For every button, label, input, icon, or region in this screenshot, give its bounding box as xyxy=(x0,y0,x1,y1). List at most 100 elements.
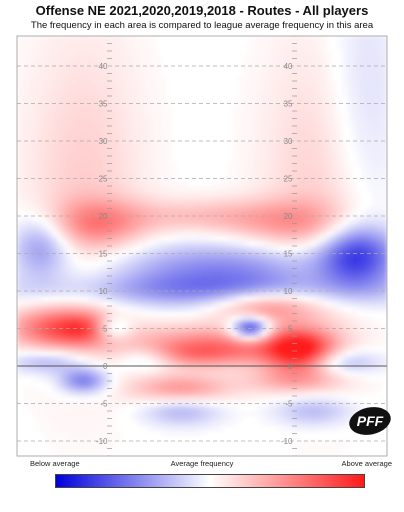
heat-cell xyxy=(287,361,293,367)
heat-cell xyxy=(187,231,193,237)
heat-cell xyxy=(327,66,333,72)
heat-cell xyxy=(157,146,163,152)
heat-cell xyxy=(352,336,358,342)
heat-cell xyxy=(362,76,368,82)
heat-cell xyxy=(92,416,98,422)
heat-cell xyxy=(17,166,23,172)
heat-cell xyxy=(87,231,93,237)
heat-cell xyxy=(82,46,88,52)
heat-cell xyxy=(137,171,143,177)
heat-cell xyxy=(77,451,83,456)
heat-cell xyxy=(267,171,273,177)
heat-cell xyxy=(177,266,183,272)
heat-cell xyxy=(217,356,223,362)
heat-cell xyxy=(347,381,353,387)
heat-cell xyxy=(312,291,318,297)
heat-cell xyxy=(87,441,93,447)
heat-cell xyxy=(247,181,253,187)
heat-cell xyxy=(182,271,188,277)
heat-cell xyxy=(132,81,138,87)
heat-cell xyxy=(137,46,143,52)
heat-cell xyxy=(107,141,113,147)
heat-cell xyxy=(342,361,348,367)
heat-cell xyxy=(357,226,363,232)
heat-cell xyxy=(267,396,273,402)
heat-cell xyxy=(27,371,33,377)
heat-cell xyxy=(322,121,328,127)
heat-cell xyxy=(207,371,213,377)
heat-cell xyxy=(72,151,78,157)
heat-cell xyxy=(247,236,253,242)
heat-cell xyxy=(117,371,123,377)
heat-cell xyxy=(167,136,173,142)
heat-cell xyxy=(187,421,193,427)
heat-cell xyxy=(247,46,253,52)
heat-cell xyxy=(307,141,313,147)
heat-cell xyxy=(337,196,343,202)
heat-cell xyxy=(92,341,98,347)
heat-cell xyxy=(327,366,333,372)
heat-cell xyxy=(122,126,128,132)
heat-cell xyxy=(67,66,73,72)
heat-cell xyxy=(272,386,278,392)
heat-cell xyxy=(207,361,213,367)
heat-cell xyxy=(337,421,343,427)
heat-cell xyxy=(117,406,123,412)
heat-cell xyxy=(207,226,213,232)
heat-cell xyxy=(137,406,143,412)
heat-cell xyxy=(362,366,368,372)
heat-cell xyxy=(32,416,38,422)
heat-cell xyxy=(222,366,228,372)
heat-cell xyxy=(72,46,78,52)
heat-cell xyxy=(112,136,118,142)
heat-cell xyxy=(67,411,73,417)
heat-cell xyxy=(142,121,148,127)
heat-cell xyxy=(32,396,38,402)
heat-cell xyxy=(42,356,48,362)
heat-cell xyxy=(132,241,138,247)
heat-cell xyxy=(327,216,333,222)
heat-cell xyxy=(72,71,78,77)
heat-cell xyxy=(282,386,288,392)
heat-cell xyxy=(357,356,363,362)
heat-cell xyxy=(137,41,143,47)
heat-cell xyxy=(347,116,353,122)
heat-cell xyxy=(237,331,243,337)
heat-cell xyxy=(297,126,303,132)
heat-cell xyxy=(357,296,363,302)
heat-cell xyxy=(247,171,253,177)
heat-cell xyxy=(152,141,158,147)
heat-cell xyxy=(322,66,328,72)
heat-cell xyxy=(167,281,173,287)
heat-cell xyxy=(97,131,103,137)
heat-cell xyxy=(22,221,28,227)
heat-cell xyxy=(112,121,118,127)
heat-cell xyxy=(297,166,303,172)
heat-cell xyxy=(287,291,293,297)
heat-cell xyxy=(137,51,143,57)
heat-cell xyxy=(87,256,93,262)
heat-cell xyxy=(322,111,328,117)
heat-cell xyxy=(37,211,43,217)
heat-cell xyxy=(272,161,278,167)
heat-cell xyxy=(282,161,288,167)
heat-cell xyxy=(37,111,43,117)
heat-cell xyxy=(297,411,303,417)
heat-cell xyxy=(107,381,113,387)
heat-cell xyxy=(87,436,93,442)
heat-cell xyxy=(152,151,158,157)
heat-cell xyxy=(262,301,268,307)
heat-cell xyxy=(167,391,173,397)
heat-cell xyxy=(97,436,103,442)
heat-cell xyxy=(172,276,178,282)
heat-cell xyxy=(192,296,198,302)
heat-cell xyxy=(82,401,88,407)
heat-cell xyxy=(362,251,368,257)
heat-cell xyxy=(77,216,83,222)
heat-cell xyxy=(142,376,148,382)
heat-cell xyxy=(177,406,183,412)
heat-cell xyxy=(77,441,83,447)
heat-cell xyxy=(137,256,143,262)
heat-cell xyxy=(237,411,243,417)
heat-cell xyxy=(97,401,103,407)
